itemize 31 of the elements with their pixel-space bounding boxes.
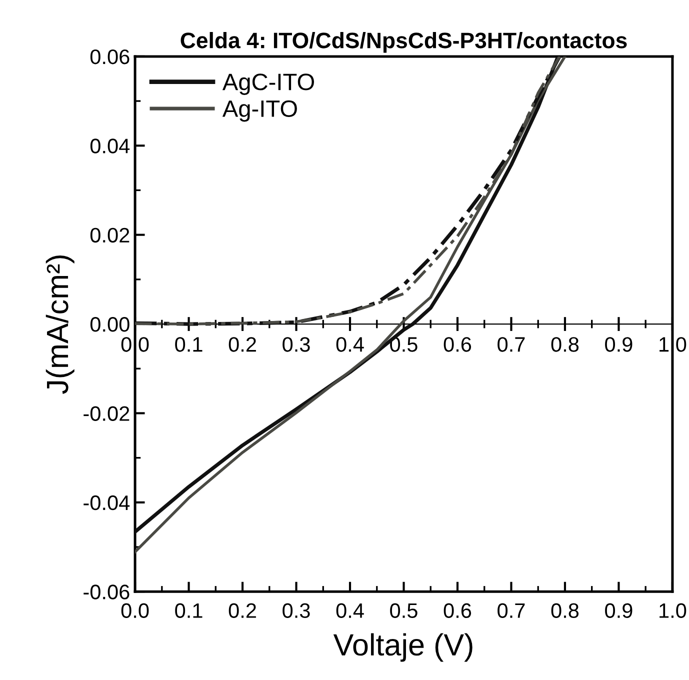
legend-label: Ag-ITO — [222, 100, 297, 122]
x-tick-label: 0.1 — [175, 603, 202, 618]
x-tick-label: 0.2 — [228, 603, 256, 618]
x-tick-label: 0.8 — [551, 603, 579, 618]
y-axis-title: J(mA/cm²) — [46, 255, 74, 394]
x-tick-label: 0.7 — [498, 603, 525, 618]
x-tick-label: 0.5 — [390, 603, 418, 618]
x-tick-label: 1.0 — [660, 603, 686, 618]
y-tick-label: -0.02 — [84, 406, 130, 421]
y-tick-label: -0.06 — [84, 584, 130, 600]
x2-tick-label: 0.6 — [444, 337, 472, 352]
y-tick-label: 0.06 — [90, 49, 130, 64]
x2-tick-label: 0.9 — [605, 337, 632, 352]
x-axis-title: Voltaje (V) — [333, 633, 472, 662]
x2-tick-label: 0.2 — [228, 337, 256, 352]
x-tick-label: 0.6 — [444, 603, 472, 618]
y-tick-label: -0.04 — [84, 495, 130, 510]
x2-tick-label: 0.8 — [551, 337, 579, 352]
y-tick-label: 0.00 — [90, 317, 130, 332]
legend-label: AgC-ITO — [222, 74, 314, 95]
chart-title: Celda 4: ITO/CdS/NpsCdS-P3HT/contactos — [180, 32, 627, 53]
y-tick-label: 0.04 — [90, 138, 130, 154]
x2-tick-label: 0.3 — [282, 337, 310, 352]
x-tick-label: 0.3 — [282, 603, 310, 618]
y-tick-label: 0.02 — [90, 228, 130, 243]
x2-tick-label: 0.7 — [498, 337, 525, 352]
x-tick-label: 0.4 — [336, 603, 364, 618]
x-tick-label: 0.0 — [121, 603, 149, 618]
x2-tick-label: 0.1 — [175, 337, 202, 352]
x-tick-label: 0.9 — [605, 603, 632, 618]
x2-tick-label: 0.4 — [336, 337, 364, 352]
